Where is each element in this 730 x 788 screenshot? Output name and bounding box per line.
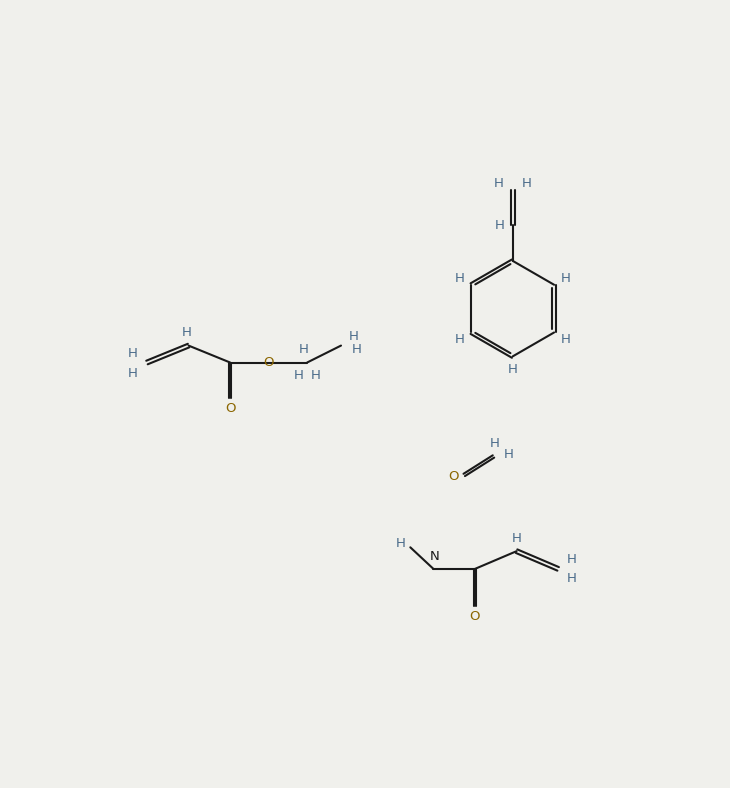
Text: H: H: [512, 532, 521, 545]
Text: H: H: [299, 343, 308, 356]
Text: H: H: [128, 347, 138, 360]
Text: O: O: [225, 402, 235, 415]
Text: H: H: [494, 177, 504, 191]
Text: H: H: [311, 369, 320, 382]
Text: O: O: [264, 356, 274, 369]
Text: H: H: [561, 333, 570, 345]
Text: H: H: [349, 330, 359, 343]
Text: N: N: [430, 550, 440, 563]
Text: H: H: [489, 437, 499, 450]
Text: H: H: [508, 363, 518, 376]
Text: H: H: [396, 537, 405, 550]
Text: H: H: [182, 326, 192, 339]
Text: H: H: [566, 571, 576, 585]
Text: O: O: [469, 610, 480, 623]
Text: H: H: [455, 272, 465, 284]
Text: H: H: [495, 219, 504, 232]
Text: H: H: [566, 553, 576, 566]
Text: H: H: [504, 448, 514, 461]
Text: H: H: [293, 369, 304, 382]
Text: H: H: [455, 333, 465, 345]
Text: H: H: [561, 272, 570, 284]
Text: H: H: [522, 177, 531, 191]
Text: O: O: [448, 470, 458, 483]
Text: H: H: [351, 343, 361, 356]
Text: H: H: [128, 366, 138, 380]
